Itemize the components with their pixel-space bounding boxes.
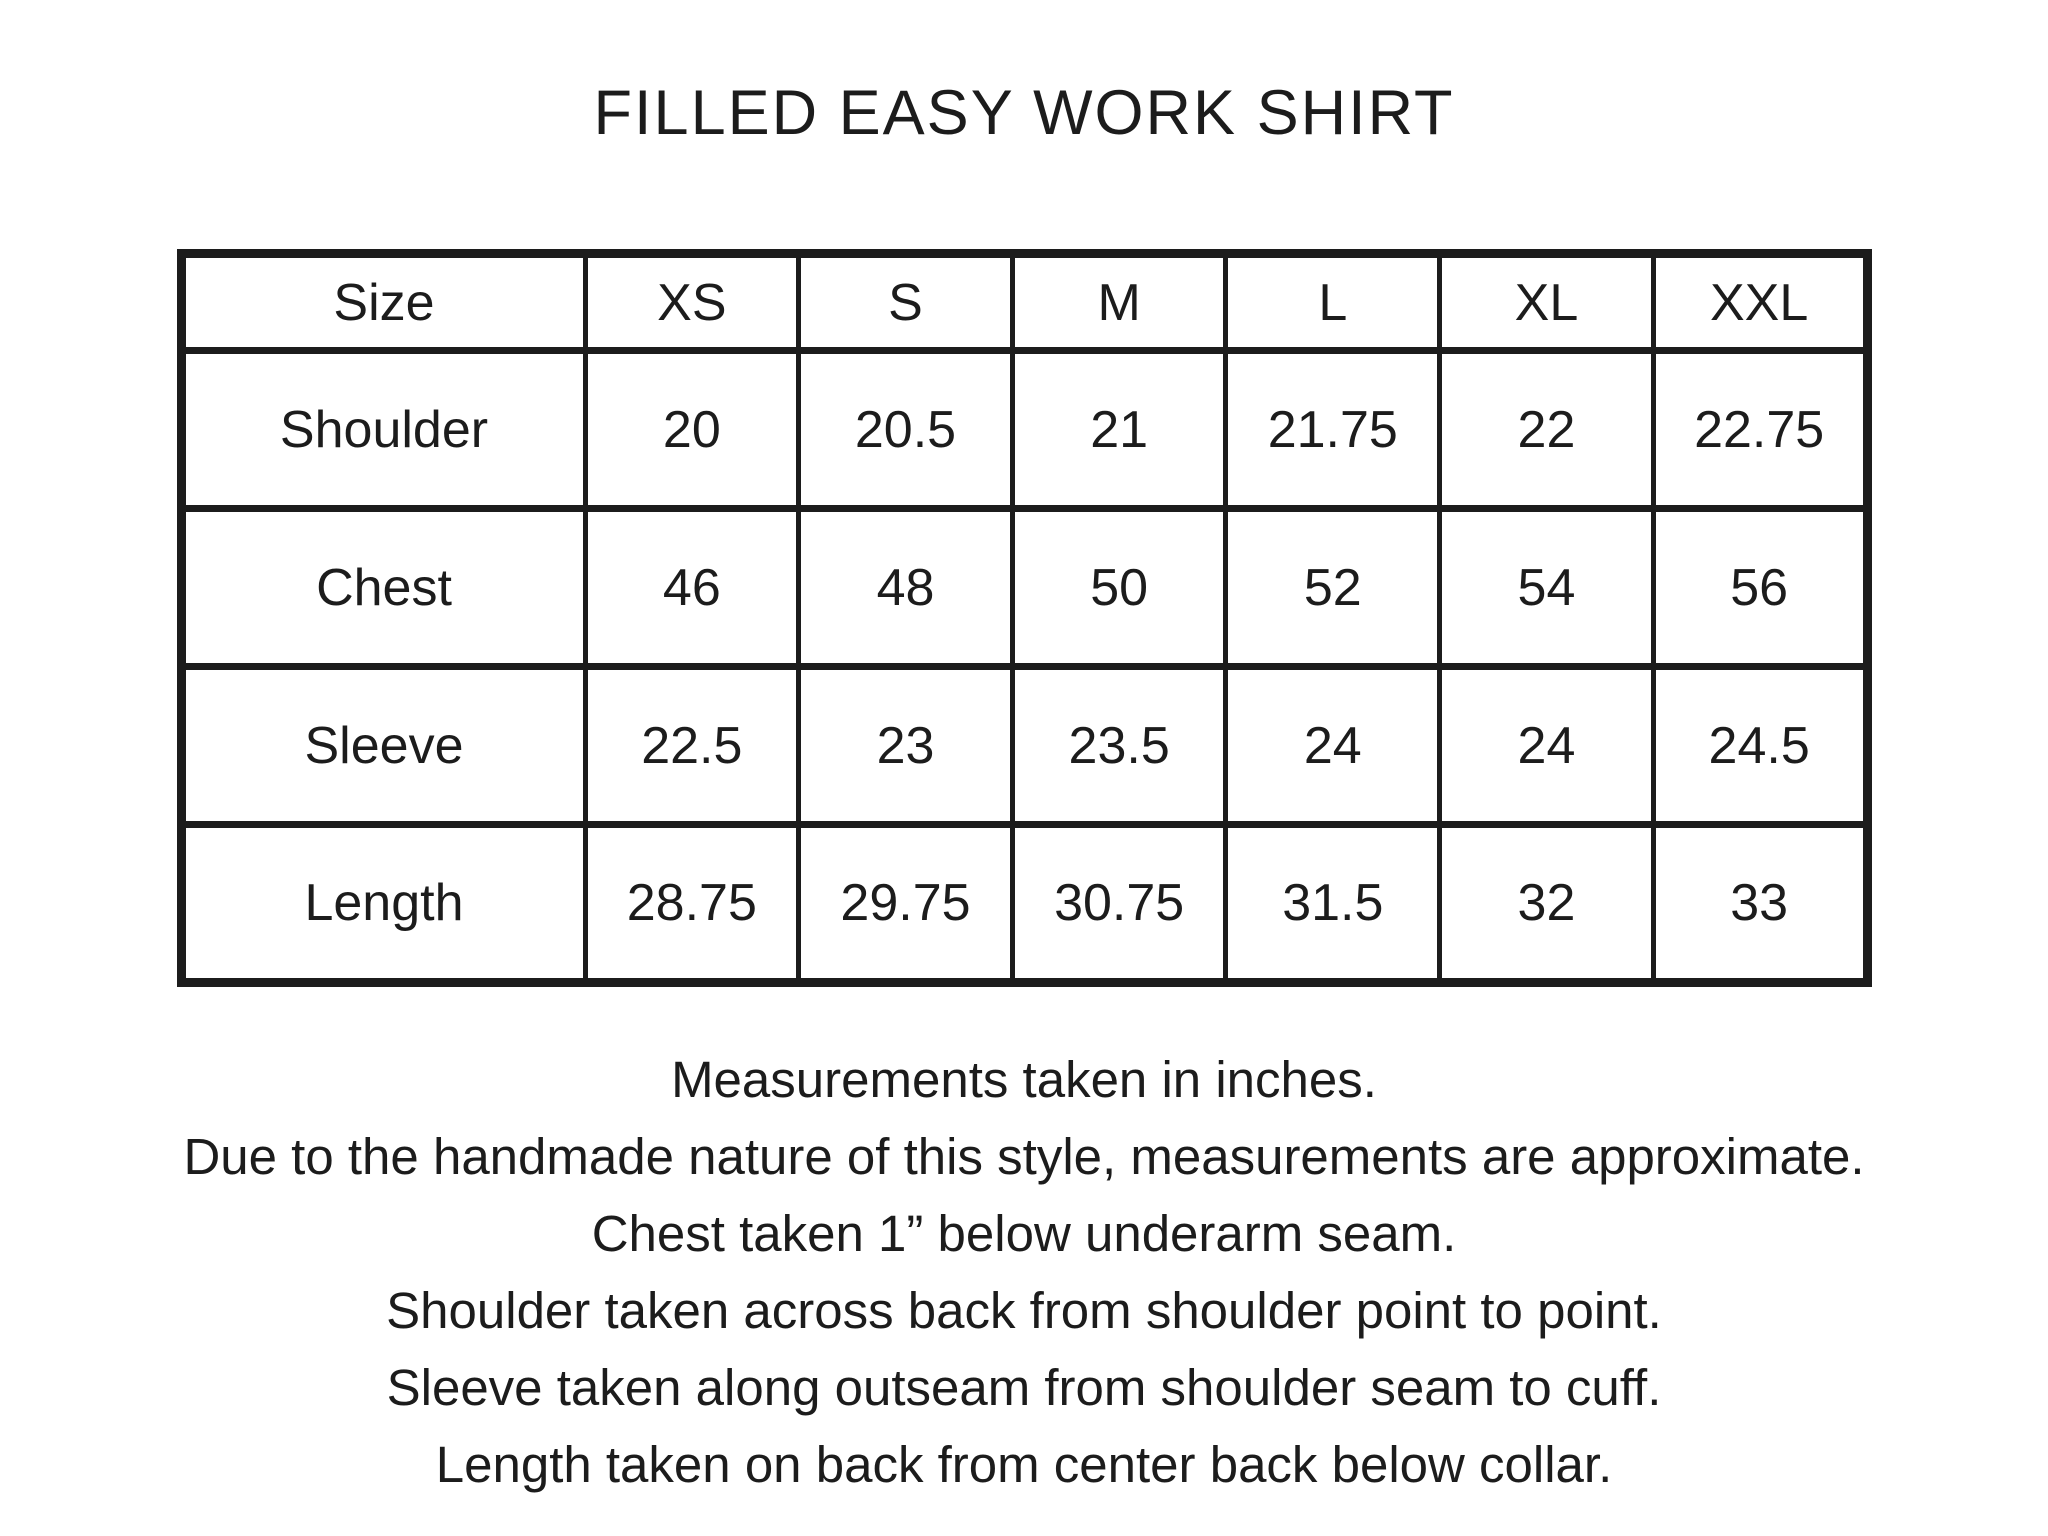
measurement-cell: 54 xyxy=(1437,505,1656,670)
measurement-cell: 31.5 xyxy=(1223,821,1443,986)
size-column-header: L xyxy=(1223,250,1443,354)
size-column-header: XL xyxy=(1437,250,1656,354)
size-column-label: Size xyxy=(178,250,588,354)
note-line: Length taken on back from center back be… xyxy=(435,1436,1613,1493)
note-line: Chest taken 1” below underarm seam. xyxy=(591,1205,1457,1262)
note-line: Due to the handmade nature of this style… xyxy=(183,1128,1865,1185)
measurement-cell: 21 xyxy=(1009,347,1229,512)
measurement-cell: 29.75 xyxy=(796,821,1015,986)
measurement-cell: 20.5 xyxy=(796,347,1015,512)
measurement-cell: 24 xyxy=(1223,663,1443,828)
measurement-cell: 28.75 xyxy=(582,821,802,986)
page-title: FILLED EASY WORK SHIRT xyxy=(593,78,1455,148)
size-column-header: XXL xyxy=(1650,250,1870,354)
table-row: Shoulder 20 20.5 21 21.75 22 22.75 xyxy=(178,347,1870,512)
size-column-header: S xyxy=(796,250,1015,354)
size-header-row: Size XS S M L XL XXL xyxy=(178,250,1870,354)
table-row: Sleeve 22.5 23 23.5 24 24 24.5 xyxy=(178,663,1870,828)
measurement-cell: 24.5 xyxy=(1650,663,1870,828)
measurement-cell: 32 xyxy=(1437,821,1656,986)
row-label: Chest xyxy=(178,505,588,670)
measurement-cell: 48 xyxy=(796,505,1015,670)
row-label: Length xyxy=(178,821,588,986)
measurement-cell: 56 xyxy=(1650,505,1870,670)
size-column-header: XS xyxy=(582,250,802,354)
note-line: Sleeve taken along outseam from shoulder… xyxy=(386,1359,1662,1416)
size-column-header: M xyxy=(1009,250,1229,354)
table-row: Chest 46 48 50 52 54 56 xyxy=(178,505,1870,670)
measurement-cell: 22.75 xyxy=(1650,347,1870,512)
measurement-cell: 22 xyxy=(1437,347,1656,512)
measurement-cell: 21.75 xyxy=(1223,347,1443,512)
measurement-cell: 23.5 xyxy=(1009,663,1229,828)
note-line: Shoulder taken across back from shoulder… xyxy=(386,1282,1662,1339)
measurement-cell: 24 xyxy=(1437,663,1656,828)
size-chart-table: Size XS S M L XL XXL Shoulder 20 20.5 21 21.75 22 22… xyxy=(176,249,1872,987)
table-row: Length 28.75 29.75 30.75 31.5 32 33 xyxy=(178,821,1870,986)
measurement-cell: 52 xyxy=(1223,505,1443,670)
measurement-cell: 20 xyxy=(582,347,802,512)
measurement-cell: 46 xyxy=(582,505,802,670)
measurement-cell: 33 xyxy=(1650,821,1870,986)
size-chart-body: Shoulder 20 20.5 21 21.75 22 22.75 Chest 46 48 50 5… xyxy=(178,347,1870,986)
measurement-cell: 50 xyxy=(1009,505,1229,670)
measurement-notes: Measurements taken in inches. Due to the … xyxy=(0,1041,2048,1503)
note-line: Measurements taken in inches. xyxy=(671,1051,1377,1108)
row-label: Shoulder xyxy=(178,347,588,512)
measurement-cell: 22.5 xyxy=(582,663,802,828)
row-label: Sleeve xyxy=(178,663,588,828)
measurement-cell: 23 xyxy=(796,663,1015,828)
measurement-cell: 30.75 xyxy=(1009,821,1229,986)
